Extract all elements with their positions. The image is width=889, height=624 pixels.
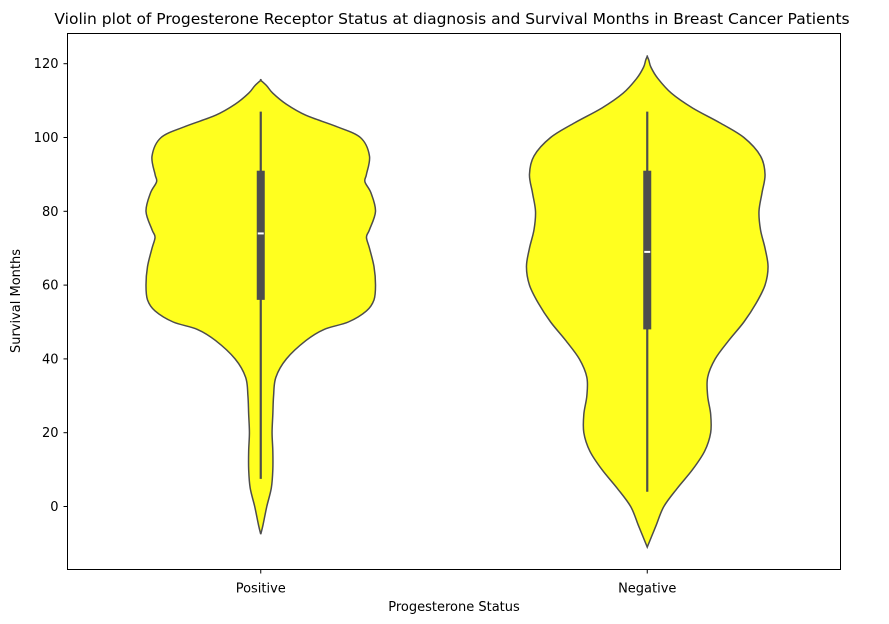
y-tick-label: 40 [42, 352, 59, 367]
y-axis-ticks: 0 20 40 60 80 100 120 [34, 57, 68, 515]
y-axis-label: Survival Months [9, 249, 24, 353]
x-tick-label: Negative [618, 582, 676, 597]
y-tick-label: 80 [42, 205, 59, 220]
y-tick-label: 120 [34, 57, 59, 72]
iqr-box-positive [256, 170, 265, 300]
plot-frame [67, 33, 841, 570]
x-axis-label: Progesterone Status [388, 600, 520, 615]
x-axis-ticks: Positive Negative [236, 569, 676, 597]
y-tick-label: 0 [50, 500, 58, 515]
y-tick-label: 60 [42, 279, 59, 294]
iqr-box-negative [643, 170, 652, 330]
chart-title: Violin plot of Progesterone Receptor Sta… [54, 10, 849, 28]
violins-group [145, 55, 769, 550]
y-tick-label: 20 [42, 426, 59, 441]
x-tick-label: Positive [236, 582, 286, 597]
y-tick-label: 100 [34, 131, 59, 146]
